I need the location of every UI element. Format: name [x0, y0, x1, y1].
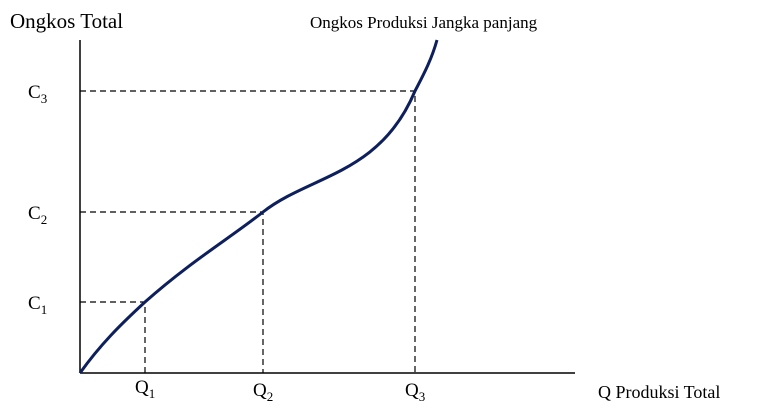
guide-2	[80, 211, 264, 373]
label-part: 2	[41, 212, 48, 227]
label-part: C	[28, 293, 41, 314]
y-axis-title: Ongkos Total	[10, 9, 123, 33]
label-part: C	[28, 203, 41, 224]
c-label: C2	[28, 203, 47, 227]
label-part: Q	[135, 377, 149, 398]
q-label: Q2	[253, 380, 273, 404]
q-label: Q3	[405, 380, 425, 404]
guide-3	[80, 90, 416, 373]
label-part: 3	[419, 389, 426, 404]
c-label: C3	[28, 82, 47, 106]
label-part: Q	[405, 380, 419, 401]
c-label: C1	[28, 293, 47, 317]
x-axis-title: Q Produksi Total	[598, 382, 720, 402]
q-label: Q1	[135, 377, 155, 401]
label-part: C	[28, 82, 41, 103]
label-part: 1	[149, 386, 156, 401]
label-part: 2	[267, 389, 274, 404]
label-part: 1	[41, 302, 48, 317]
label-part: 3	[41, 91, 48, 106]
curve-label: Ongkos Produksi Jangka panjang	[310, 13, 538, 32]
cost-curve	[78, 39, 439, 374]
label-part: Q	[253, 380, 267, 401]
